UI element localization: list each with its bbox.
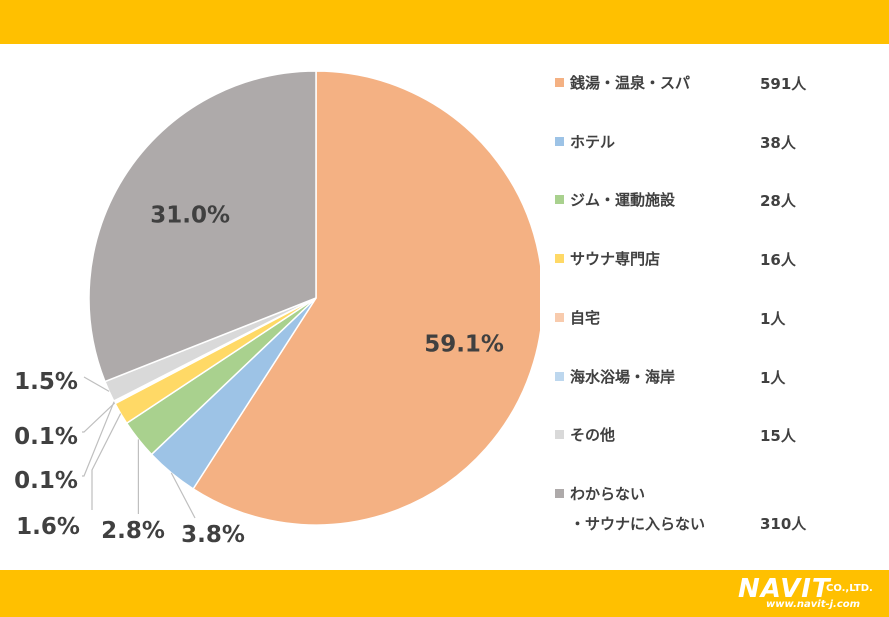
leader-line (91, 413, 122, 510)
legend-count: 38人 (760, 134, 796, 152)
legend-label: 自宅 (570, 308, 601, 327)
leader-line (83, 376, 110, 392)
data-label: 1.5% (14, 369, 78, 395)
legend-count: 1人 (760, 369, 786, 387)
logo-url: www.navit-j.com (766, 599, 861, 610)
legend-item-beach: 海水浴場・海岸 (555, 364, 675, 388)
legend-count: 15人 (760, 427, 796, 445)
legend-label: わからない (570, 484, 646, 503)
legend-label: その他 (570, 425, 616, 444)
legend-label: ホテル (570, 132, 616, 151)
logo-name: NAVIT (738, 574, 831, 604)
legend-swatch (555, 194, 564, 204)
data-label: 0.1% (14, 468, 78, 494)
legend-swatch (555, 371, 564, 381)
legend-label: 銭湯・温泉・スパ (570, 73, 691, 92)
data-label: 59.1% (424, 332, 504, 358)
legend-swatch (555, 429, 564, 439)
data-label: 3.8% (181, 522, 245, 548)
legend-item-other: その他 (555, 422, 615, 446)
top-band (0, 0, 889, 44)
data-label: 2.8% (101, 518, 165, 544)
leader-line (82, 402, 116, 433)
legend-swatch (555, 488, 564, 498)
legend-swatch (555, 136, 564, 146)
data-label: 31.0% (150, 203, 230, 229)
pie-chart: 59.1% 31.0% 3.8% 2.8% 1.6% 0.1% 0.1% 1.5% (14, 70, 540, 548)
leader-line (82, 401, 115, 477)
legend-count: 28人 (760, 192, 796, 210)
legend-label-line2: ・サウナに入らない (570, 515, 706, 533)
legend-label: 海水浴場・海岸 (570, 367, 676, 386)
legend-item-hotel: ホテル (555, 129, 615, 153)
legend-item-gym: ジム・運動施設 (555, 187, 675, 211)
legend-count: 1人 (760, 310, 786, 328)
legend-count: 591人 (760, 75, 807, 93)
legend-swatch (555, 77, 564, 87)
legend-item-unknown: わからない (555, 481, 645, 505)
legend-item-sento: 銭湯・温泉・スパ (555, 70, 690, 94)
company-logo: NAVIT CO.,LTD. www.navit-j.com (738, 574, 884, 614)
bottom-band (0, 570, 889, 617)
legend-label: サウナ専門店 (570, 249, 661, 268)
pie-slice-7 (88, 70, 317, 383)
pie-slice-0 (192, 70, 540, 526)
data-label: 1.6% (16, 514, 80, 540)
legend-count: 16人 (760, 251, 796, 269)
legend-item-home: 自宅 (555, 305, 600, 329)
legend-swatch (555, 312, 564, 322)
data-label: 0.1% (14, 424, 78, 450)
legend-count: 310人 (760, 515, 807, 533)
leader-line (170, 472, 196, 519)
legend-label: ジム・運動施設 (570, 190, 676, 209)
legend-swatch (555, 253, 564, 263)
legend-item-sauna-shop: サウナ専門店 (555, 246, 660, 270)
logo-company-suffix: CO.,LTD. (826, 583, 873, 594)
